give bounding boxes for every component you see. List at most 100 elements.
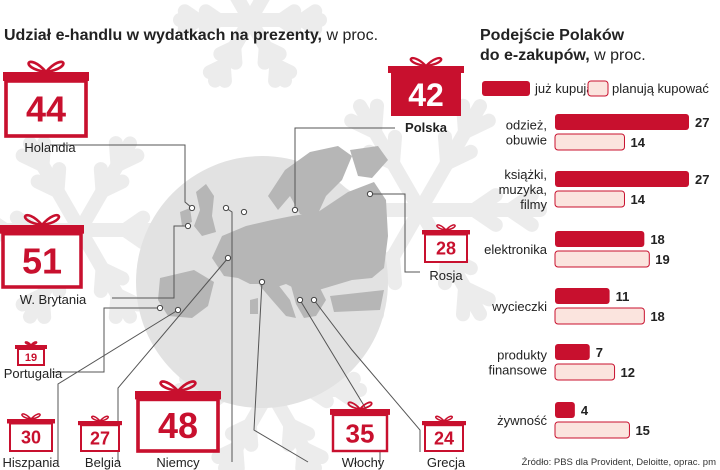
bow-loop-left bbox=[23, 214, 43, 227]
hbar-category-label: wycieczki bbox=[491, 299, 547, 314]
snowflake-branch bbox=[95, 261, 130, 286]
gift-value: 28 bbox=[436, 239, 456, 259]
bow-loop-right bbox=[99, 415, 109, 422]
hbar-group: wycieczki 11 18 bbox=[491, 288, 665, 325]
gift-bow-icon bbox=[91, 415, 109, 422]
snowflake-branch bbox=[110, 287, 145, 312]
bow-loop-right bbox=[41, 214, 61, 227]
bow-loop-right bbox=[445, 224, 456, 231]
gift-value: 30 bbox=[21, 428, 41, 448]
snowflake-arm bbox=[243, 0, 270, 27]
gift-lid bbox=[330, 409, 390, 415]
gift-label: Polska bbox=[405, 120, 448, 135]
gift-label: Włochy bbox=[342, 455, 385, 470]
gift-value: 51 bbox=[22, 240, 62, 281]
gift-value-boxes: 44 Holandia 51 W. Brytania 19 Portugalia 30 His… bbox=[0, 56, 470, 470]
source-note: Źródło: PBS dla Provident, Deloitte, opr… bbox=[522, 457, 716, 468]
bow-loop-right bbox=[425, 56, 443, 68]
bow-loop-right bbox=[30, 413, 41, 420]
gift-value: 44 bbox=[26, 88, 66, 129]
hbar-bar-planned bbox=[554, 190, 625, 208]
snowflake-branch bbox=[242, 418, 259, 452]
map-point bbox=[174, 306, 182, 314]
gift-bow-icon bbox=[27, 60, 65, 74]
gift-body bbox=[424, 424, 464, 453]
hbar-bar-already bbox=[555, 114, 689, 130]
gift-value: 24 bbox=[434, 429, 454, 449]
map-point bbox=[310, 296, 318, 304]
map-point bbox=[184, 222, 192, 230]
bow-loop-left bbox=[24, 341, 32, 346]
snowflake-branch bbox=[227, 40, 243, 70]
gift-lid bbox=[422, 421, 466, 426]
gift-value: 35 bbox=[346, 418, 375, 448]
right-title-light: w proc. bbox=[590, 47, 646, 64]
bow-loop-left bbox=[91, 415, 101, 422]
hbar-bar-already bbox=[555, 402, 575, 418]
gift-box-wochy: 35 Włochy bbox=[330, 401, 390, 470]
bow-loop-left bbox=[409, 56, 427, 68]
hbar-value-label: 27 bbox=[695, 115, 709, 130]
gift-lid bbox=[135, 391, 221, 400]
map-points bbox=[156, 190, 374, 314]
gift-value: 19 bbox=[25, 352, 37, 364]
snowflake-branch bbox=[296, 441, 329, 465]
bow-loop-left bbox=[27, 60, 48, 74]
snowflake-branch bbox=[229, 441, 245, 470]
left-title-light: w proc. bbox=[322, 27, 378, 44]
hbar-category-label: książki, bbox=[504, 167, 547, 182]
snowflake-branch bbox=[467, 188, 503, 217]
gift-body bbox=[331, 413, 389, 453]
snowflake-branch bbox=[330, 371, 361, 397]
hbar-value-label: 14 bbox=[630, 135, 645, 150]
hbar-value-label: 27 bbox=[695, 172, 709, 187]
hbar-group: odzież,obuwie 27 14 bbox=[506, 114, 709, 151]
bow-loop-left bbox=[436, 224, 447, 231]
map-point bbox=[224, 254, 232, 262]
gift-box-grecja: 24 Grecja bbox=[422, 415, 466, 470]
legend: już kupują planują kupować bbox=[482, 80, 709, 97]
gift-box-portugalia: 19 Portugalia bbox=[4, 341, 63, 381]
bow-loop-left bbox=[347, 401, 361, 410]
gift-label: Portugalia bbox=[4, 366, 63, 381]
gift-body bbox=[391, 73, 461, 116]
snowflake-branch bbox=[30, 174, 65, 199]
snowflake-branch bbox=[108, 136, 125, 173]
gift-bow-icon bbox=[23, 214, 61, 227]
gift-box-rosja: 28 Rosja bbox=[422, 224, 470, 283]
hbar-category-label: produkty bbox=[497, 348, 547, 363]
snowflake-branch bbox=[177, 13, 205, 36]
gift-lid bbox=[78, 421, 122, 426]
gift-body bbox=[80, 424, 120, 453]
gift-value: 27 bbox=[90, 429, 110, 449]
gift-box-polska: 42 Polska bbox=[388, 56, 464, 135]
hbar-value-label: 12 bbox=[621, 365, 635, 380]
gift-lid bbox=[0, 225, 84, 234]
gift-bow-icon bbox=[436, 224, 456, 231]
hbar-value-label: 19 bbox=[655, 252, 669, 267]
gift-lid bbox=[388, 66, 464, 73]
gift-value: 42 bbox=[408, 77, 444, 113]
snowflake-branch bbox=[35, 287, 52, 324]
right-title-line1: Podejście Polaków bbox=[480, 27, 625, 44]
gift-label: Niemcy bbox=[156, 455, 200, 470]
gift-bow-icon bbox=[24, 341, 38, 346]
map-point bbox=[156, 304, 164, 312]
bow-loop-left bbox=[21, 413, 32, 420]
snowflake-branch bbox=[455, 98, 472, 140]
hbar-category-label: odzież, bbox=[506, 118, 547, 133]
gift-label: Rosja bbox=[429, 268, 463, 283]
gift-lid bbox=[422, 230, 470, 235]
gift-bow-icon bbox=[435, 415, 453, 422]
hbar-category-label: muzyka, bbox=[499, 182, 547, 197]
gift-lid bbox=[7, 419, 55, 424]
gift-bow-icon bbox=[347, 401, 373, 410]
snowflake-branch bbox=[503, 188, 539, 217]
map-point bbox=[366, 190, 374, 198]
snowflake-branch bbox=[283, 418, 316, 441]
gift-body bbox=[9, 422, 53, 453]
snowflake-branch bbox=[216, 58, 232, 88]
legend-label-already: już kupują bbox=[534, 81, 594, 96]
gift-bow-icon bbox=[409, 56, 443, 68]
